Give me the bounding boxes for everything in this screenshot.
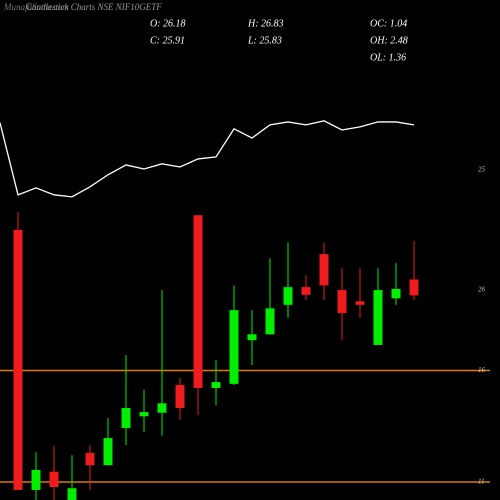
candle-body: [247, 334, 257, 341]
ohlc-info: O: 26.18: [150, 18, 186, 29]
candle-body: [103, 438, 113, 466]
overlay-line: [0, 120, 415, 198]
candle-body: [13, 229, 23, 490]
ohlc-info: OC: 1.04: [370, 18, 407, 29]
ohlc-info: OL: 1.36: [370, 52, 406, 63]
y-tick-label: 26: [478, 286, 486, 294]
candle-body: [67, 488, 77, 500]
candle-body: [229, 310, 239, 384]
chart-title: Candlestick Charts NSE NIF10GETF: [26, 2, 162, 12]
candle-body: [49, 471, 59, 488]
ohlc-info: L: 25.83: [247, 35, 282, 46]
candle-body: [211, 382, 221, 388]
candle-body: [409, 279, 419, 296]
ohlc-info: OH: 2.48: [370, 35, 408, 46]
candle-body: [355, 301, 365, 305]
y2-tick-label: 11: [478, 478, 484, 486]
y2-tick-label: 16: [478, 366, 486, 374]
candle-body: [283, 287, 293, 305]
candle-body: [139, 412, 149, 417]
candle-body: [391, 288, 401, 299]
candle-body: [301, 287, 311, 295]
candle-body: [121, 408, 131, 429]
watermark: MunafaSutra.com: [3, 2, 69, 12]
candle-body: [337, 290, 347, 314]
candle-body: [373, 290, 383, 345]
candle-body: [319, 254, 329, 286]
candle-body: [85, 452, 95, 466]
candle-body: [265, 308, 275, 335]
candle-body: [175, 385, 185, 409]
candle-body: [157, 403, 167, 413]
y2-tick-label: 25: [478, 165, 486, 173]
candle-body: [31, 469, 41, 490]
candle-body: [193, 215, 203, 388]
ohlc-info: H: 26.83: [247, 18, 284, 29]
ohlc-info: C: 25.91: [150, 35, 185, 46]
